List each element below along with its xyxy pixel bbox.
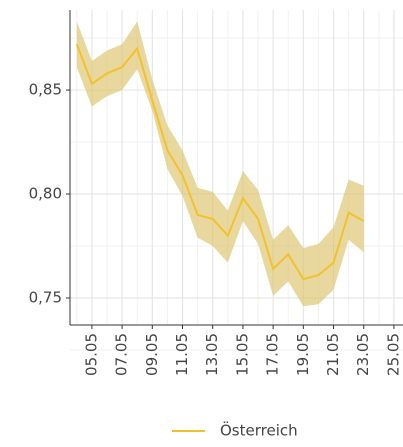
x-tick-label: 21.05 <box>324 333 342 376</box>
x-tick-label: 17.05 <box>264 333 282 376</box>
x-tick-label: 23.05 <box>354 333 372 376</box>
x-tick-label: 09.05 <box>143 333 161 376</box>
x-tick-label: 25.05 <box>384 333 402 376</box>
legend-label: Österreich <box>220 421 298 440</box>
x-tick-label: 05.05 <box>82 333 100 376</box>
x-tick-label: 19.05 <box>294 333 312 376</box>
x-tick-label: 11.05 <box>173 333 191 376</box>
x-tick-label: 15.05 <box>233 333 251 376</box>
x-tick-label: 13.05 <box>203 333 221 376</box>
y-tick-label: 0,85 <box>29 81 62 99</box>
x-tick-label: 07.05 <box>113 333 131 376</box>
line <box>75 43 365 281</box>
confidence-band <box>76 21 364 307</box>
y-tick-label: 0,75 <box>29 288 62 306</box>
y-tick-label: 0,80 <box>29 185 62 203</box>
